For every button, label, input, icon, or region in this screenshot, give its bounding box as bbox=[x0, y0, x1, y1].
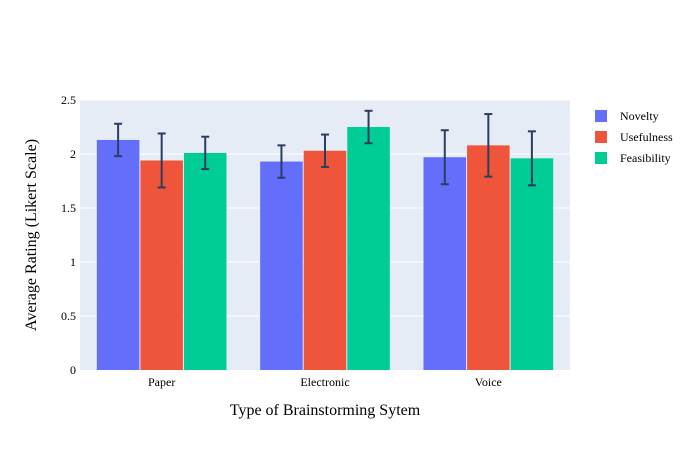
y-tick-label: 2 bbox=[70, 147, 76, 161]
y-tick-label: 0.5 bbox=[61, 309, 76, 323]
legend-item-novelty[interactable]: Novelty bbox=[595, 109, 659, 123]
y-tick-label: 2.5 bbox=[61, 93, 76, 107]
bar-usefulness-voice[interactable] bbox=[467, 145, 510, 370]
y-tick-labels: 0 0.5 1 1.5 2 2.5 bbox=[61, 93, 76, 377]
legend-label: Usefulness bbox=[620, 130, 673, 144]
y-tick-label: 0 bbox=[70, 363, 76, 377]
legend-label: Feasibility bbox=[620, 151, 671, 165]
legend-swatch bbox=[595, 110, 607, 122]
y-tick-label: 1.5 bbox=[61, 201, 76, 215]
bar-novelty-electronic[interactable] bbox=[260, 161, 303, 370]
bar-feasibility-voice[interactable] bbox=[510, 158, 554, 370]
bar-novelty-voice[interactable] bbox=[423, 157, 467, 370]
x-axis-title: Type of Brainstorming Sytem bbox=[230, 402, 421, 419]
legend-swatch bbox=[595, 131, 607, 143]
x-tick-label: Paper bbox=[148, 375, 175, 389]
x-tick-label: Voice bbox=[475, 375, 502, 389]
y-axis-title: Average Rating (Likert Scale) bbox=[23, 139, 40, 331]
bar-feasibility-paper[interactable] bbox=[183, 152, 227, 370]
bar-usefulness-paper[interactable] bbox=[140, 160, 183, 370]
legend-item-usefulness[interactable]: Usefulness bbox=[595, 130, 673, 144]
legend-swatch bbox=[595, 152, 607, 164]
legend[interactable]: Novelty Usefulness Feasibility bbox=[595, 109, 673, 165]
x-tick-labels: Paper Electronic Voice bbox=[148, 375, 502, 389]
x-tick-label: Electronic bbox=[300, 375, 349, 389]
error-bars bbox=[114, 109, 536, 189]
bar-novelty-paper[interactable] bbox=[96, 139, 140, 370]
bars bbox=[96, 127, 554, 370]
y-tick-label: 1 bbox=[70, 255, 76, 269]
legend-item-feasibility[interactable]: Feasibility bbox=[595, 151, 671, 165]
bar-usefulness-electronic[interactable] bbox=[303, 150, 347, 370]
legend-label: Novelty bbox=[620, 109, 659, 123]
bar-feasibility-electronic[interactable] bbox=[347, 127, 390, 370]
